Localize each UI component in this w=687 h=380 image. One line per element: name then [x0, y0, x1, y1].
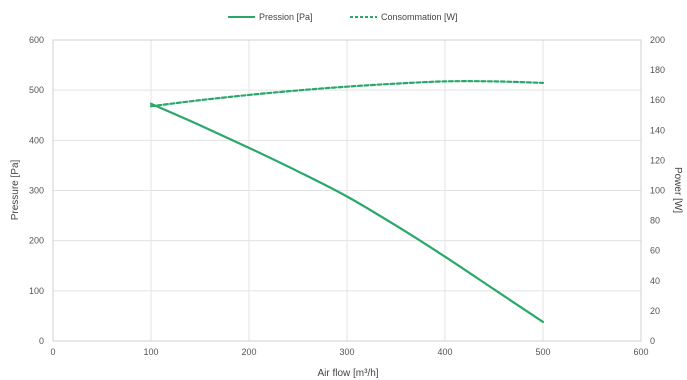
legend-label-pression: Pression [Pa] — [259, 12, 313, 22]
y-right-tick-label: 180 — [650, 65, 665, 75]
y-right-tick-label: 100 — [650, 186, 665, 196]
y-left-tick-label: 400 — [29, 135, 44, 145]
y-right-tick-label: 120 — [650, 155, 665, 165]
y-left-tick-label: 600 — [29, 35, 44, 45]
y-axis-left-title: Pressure [Pa] — [10, 159, 21, 220]
y-axis-right-title: Power [W] — [672, 167, 683, 213]
plot-area-border — [52, 39, 642, 342]
series — [149, 80, 545, 324]
x-tick-label: 500 — [535, 347, 550, 357]
y-right-tick-label: 0 — [650, 336, 655, 346]
legend-label-consommation: Consommation [W] — [381, 12, 458, 22]
x-tick-label: 100 — [143, 347, 158, 357]
y-right-tick-label: 140 — [650, 125, 665, 135]
y-right-tick-label: 20 — [650, 306, 660, 316]
x-tick-label: 300 — [339, 347, 354, 357]
y-left-tick-label: 200 — [29, 236, 44, 246]
legend: Pression [Pa] Consommation [W] — [228, 12, 458, 22]
y-left-tick-label: 500 — [29, 85, 44, 95]
axes: 0 100 200 300 400 500 600010020030040050060002… — [29, 35, 665, 357]
y-right-tick-label: 200 — [650, 35, 665, 45]
x-tick-label: 0 — [50, 347, 55, 357]
x-tick-label: 400 — [437, 347, 452, 357]
y-left-tick-label: 0 — [39, 336, 44, 346]
y-left-tick-label: 100 — [29, 286, 44, 296]
gridlines — [52, 39, 642, 342]
x-axis-title: Air flow [m³/h] — [317, 368, 378, 379]
y-right-tick-label: 160 — [650, 95, 665, 105]
y-left-tick-label: 300 — [29, 186, 44, 196]
x-tick-label: 200 — [241, 347, 256, 357]
y-right-tick-label: 80 — [650, 216, 660, 226]
y-right-tick-label: 60 — [650, 246, 660, 256]
y-right-tick-label: 40 — [650, 276, 660, 286]
series-line-pression — [149, 102, 545, 324]
x-tick-label: 600 — [633, 347, 648, 357]
series-line-consommation — [149, 80, 545, 108]
